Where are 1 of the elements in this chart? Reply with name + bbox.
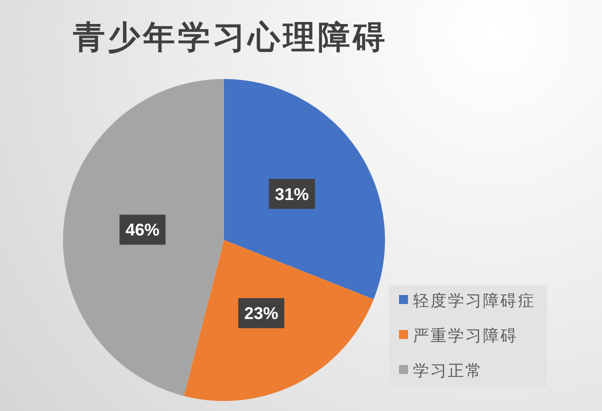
- title: 青少年学习心理障碍: [73, 19, 388, 55]
